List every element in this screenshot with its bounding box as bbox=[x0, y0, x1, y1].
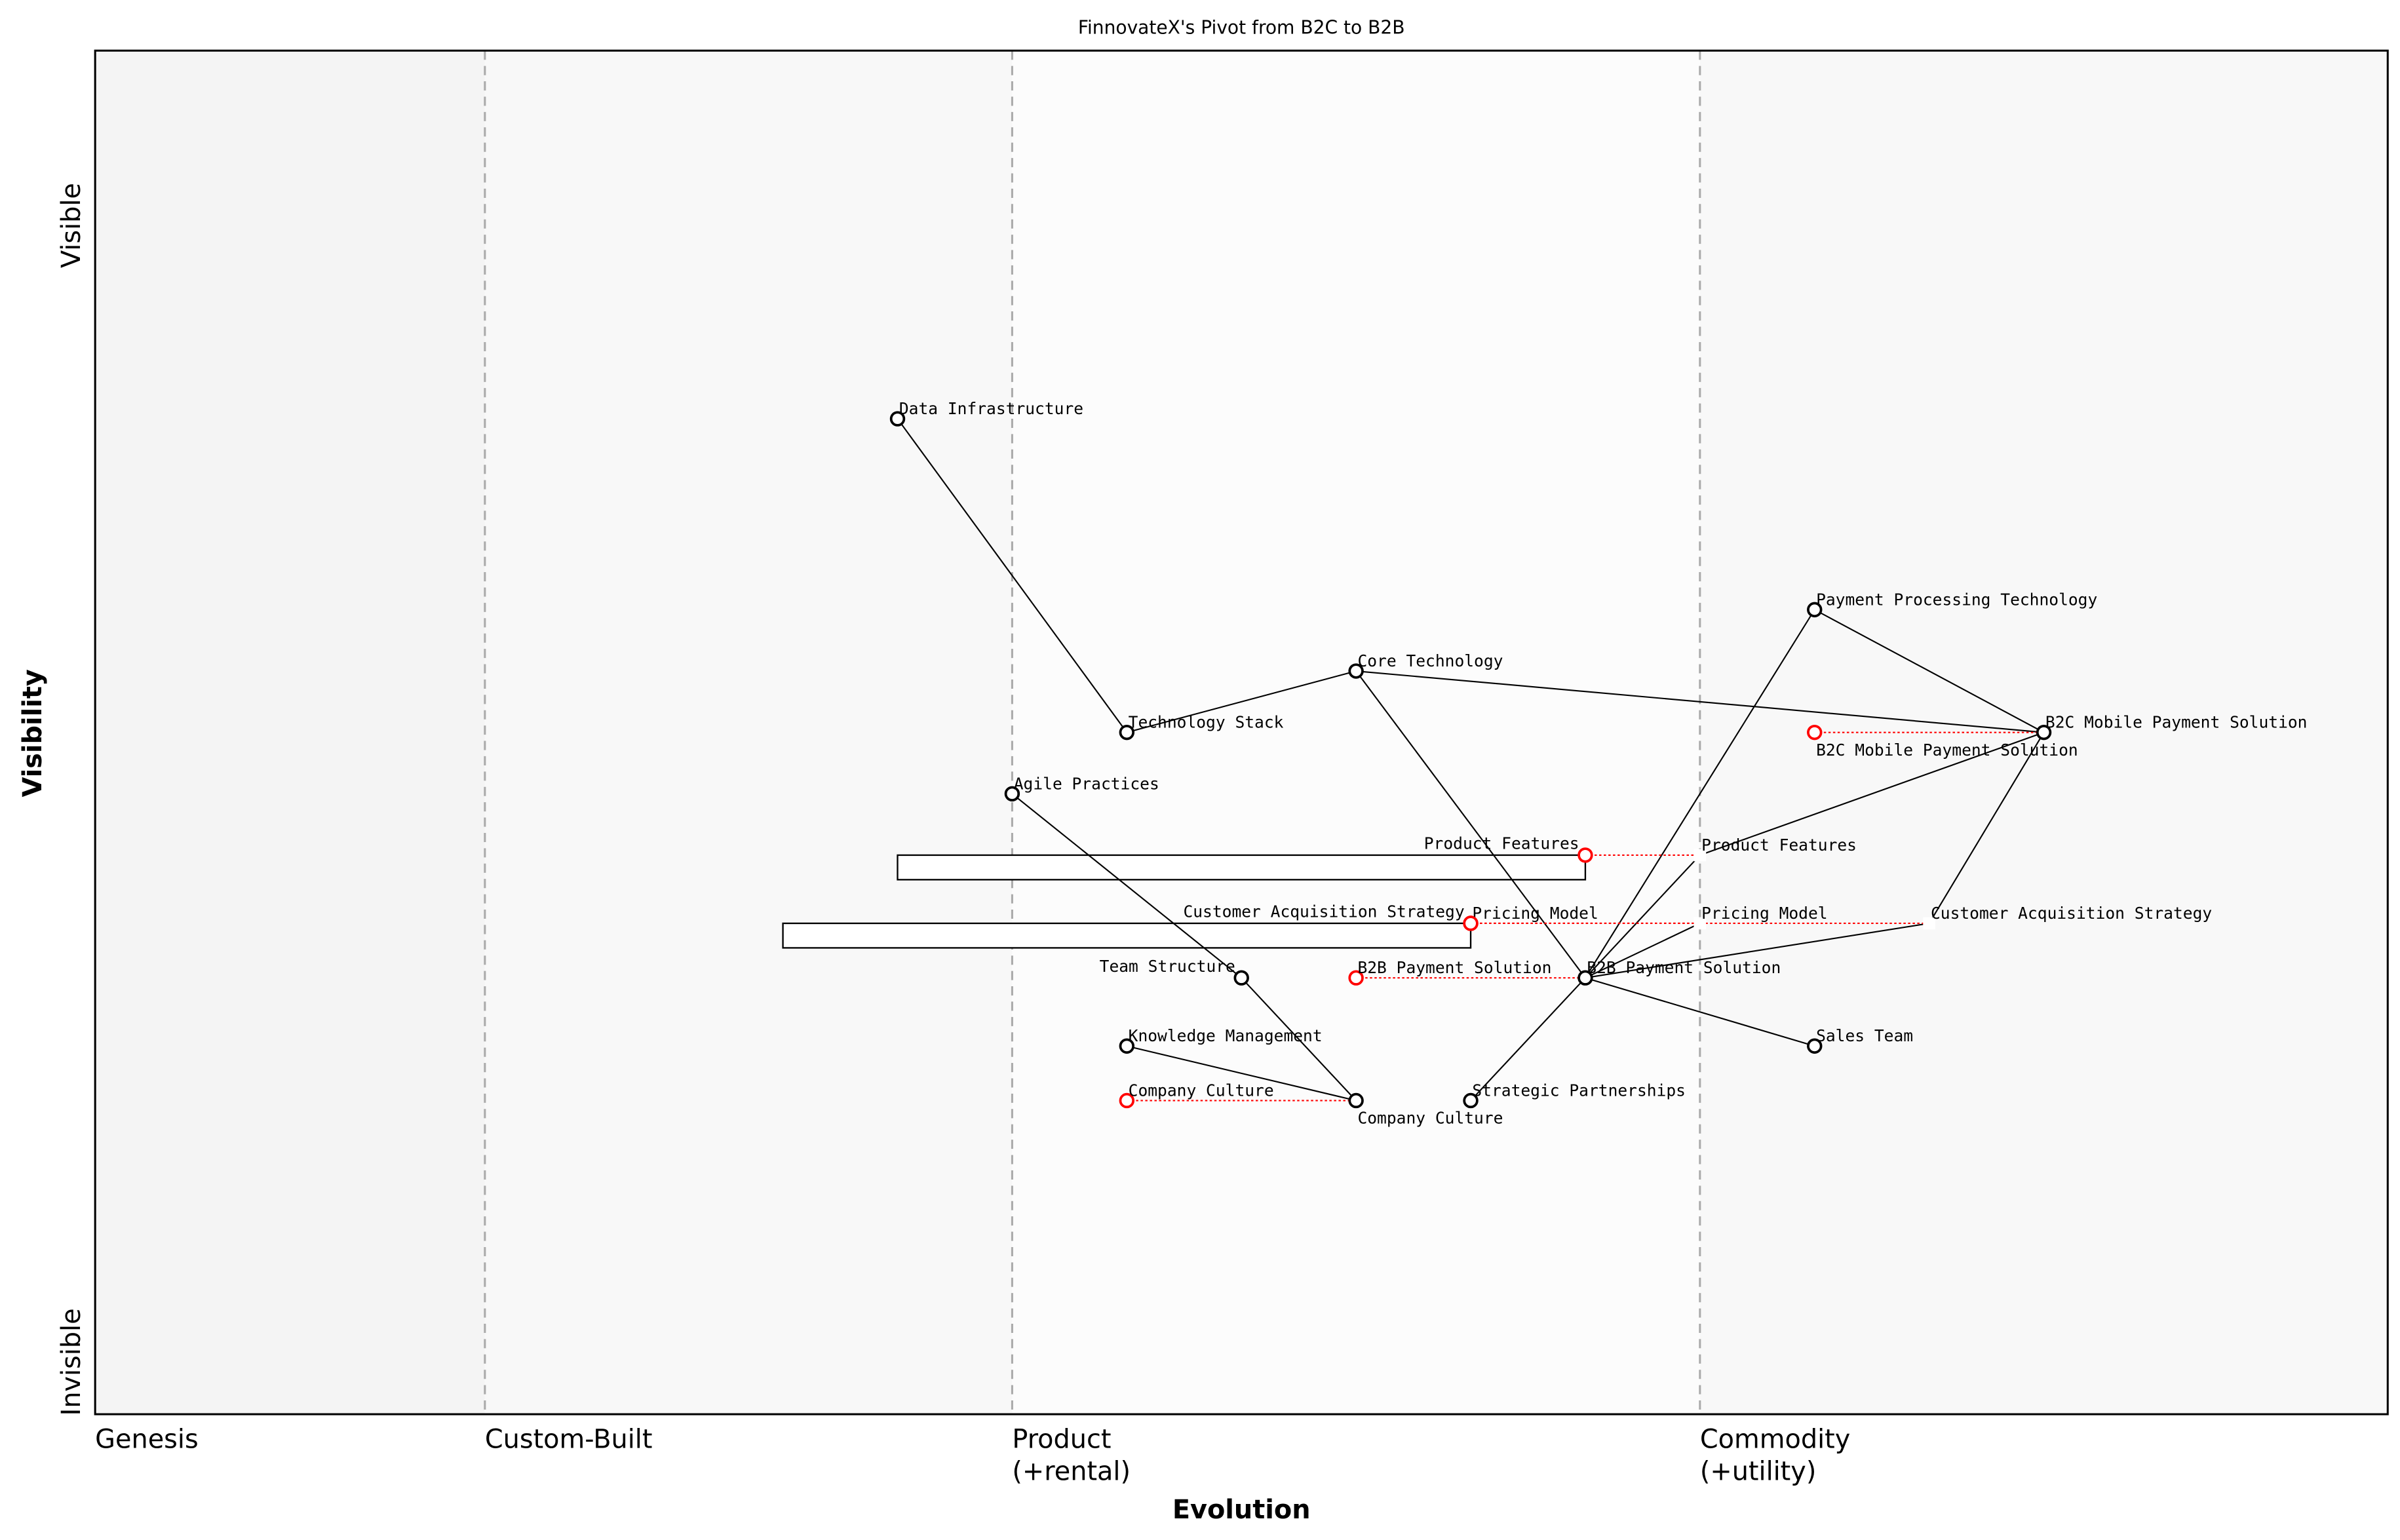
component-marker bbox=[1233, 970, 1249, 986]
dependency-link bbox=[1127, 670, 1357, 733]
component-label: Company Culture bbox=[1129, 1081, 1274, 1100]
dependency-link bbox=[1585, 922, 1929, 979]
component-label: Customer Acquisition Strategy bbox=[1183, 902, 1464, 921]
component-marker bbox=[2036, 724, 2052, 741]
stage-band bbox=[484, 50, 1013, 1415]
component-label: Data Infrastructure bbox=[899, 399, 1083, 418]
component-label: B2B Payment Solution bbox=[1587, 958, 1781, 977]
plot-frame bbox=[94, 49, 2389, 1415]
component-label: Team Structure bbox=[1100, 957, 1235, 976]
stage-label: Genesis bbox=[95, 1425, 199, 1455]
component-marker bbox=[1807, 602, 1823, 618]
stage-band bbox=[95, 50, 485, 1415]
dependency-link bbox=[1585, 923, 1701, 979]
component-marker bbox=[1577, 970, 1593, 986]
component-label: B2C Mobile Payment Solution bbox=[1816, 741, 2078, 760]
dependency-link bbox=[1814, 609, 2045, 733]
component-label: Agile Practices bbox=[1014, 774, 1159, 793]
component-label: Technology Stack bbox=[1129, 713, 1284, 732]
stage-label: Commodity (+utility) bbox=[1700, 1425, 1850, 1487]
component-marker bbox=[1577, 847, 1593, 863]
component-marker-hidden bbox=[1694, 849, 1707, 862]
inertia-box bbox=[897, 854, 1587, 881]
component-marker bbox=[1004, 786, 1020, 801]
component-label: Pricing Model bbox=[1472, 904, 1598, 923]
chart-title: FinnovateX's Pivot from B2C to B2B bbox=[1078, 16, 1405, 38]
y-axis-title: Visibility bbox=[18, 669, 48, 797]
dependency-link bbox=[1585, 855, 1701, 978]
component-marker bbox=[1348, 663, 1364, 679]
component-marker-hidden bbox=[1694, 917, 1707, 930]
component-marker-hidden bbox=[1923, 917, 1936, 930]
dependency-link bbox=[1241, 977, 1357, 1102]
dependency-link bbox=[1699, 731, 2044, 856]
component-label: Payment Processing Technology bbox=[1816, 590, 2097, 609]
dependency-link bbox=[1356, 670, 2044, 733]
component-marker bbox=[1463, 915, 1479, 931]
inertia-box bbox=[782, 922, 1472, 949]
component-label: Customer Acquisition Strategy bbox=[1931, 904, 2212, 923]
component-label: Core Technology bbox=[1357, 651, 1503, 670]
component-label: B2B Payment Solution bbox=[1357, 958, 1551, 977]
component-label: Product Features bbox=[1701, 836, 1857, 855]
dependency-link bbox=[1585, 609, 1815, 978]
dependency-link bbox=[1127, 1045, 1357, 1102]
component-label: Knowledge Management bbox=[1129, 1026, 1323, 1045]
component-label: Pricing Model bbox=[1701, 904, 1827, 923]
component-marker bbox=[889, 411, 906, 427]
component-label: Sales Team bbox=[1816, 1026, 1913, 1045]
dependency-link bbox=[1928, 732, 2045, 924]
component-marker bbox=[1348, 970, 1364, 986]
component-marker bbox=[1348, 1092, 1364, 1109]
component-marker bbox=[1807, 1038, 1823, 1054]
stage-label: Custom-Built bbox=[485, 1425, 653, 1455]
stage-band bbox=[1012, 50, 1700, 1415]
component-label: Strategic Partnerships bbox=[1472, 1081, 1686, 1100]
component-marker bbox=[1463, 1092, 1479, 1109]
component-label: B2C Mobile Payment Solution bbox=[2045, 713, 2308, 732]
component-marker bbox=[1119, 724, 1135, 741]
dependency-link bbox=[1585, 977, 1815, 1047]
dependency-link bbox=[897, 418, 1128, 733]
dependency-link bbox=[1011, 793, 1242, 979]
component-label: Product Features bbox=[1424, 834, 1579, 853]
x-axis-title: Evolution bbox=[1172, 1495, 1311, 1525]
component-marker bbox=[1119, 1092, 1135, 1109]
component-marker bbox=[1119, 1038, 1135, 1054]
y-bottom-label: Invisible bbox=[56, 1308, 87, 1415]
component-label: Company Culture bbox=[1357, 1109, 1503, 1128]
component-marker bbox=[1807, 724, 1823, 741]
y-top-label: Visible bbox=[56, 183, 87, 268]
dependency-link bbox=[1355, 670, 1586, 978]
dependency-link bbox=[1470, 977, 1586, 1102]
stage-label: Product (+rental) bbox=[1012, 1425, 1131, 1487]
